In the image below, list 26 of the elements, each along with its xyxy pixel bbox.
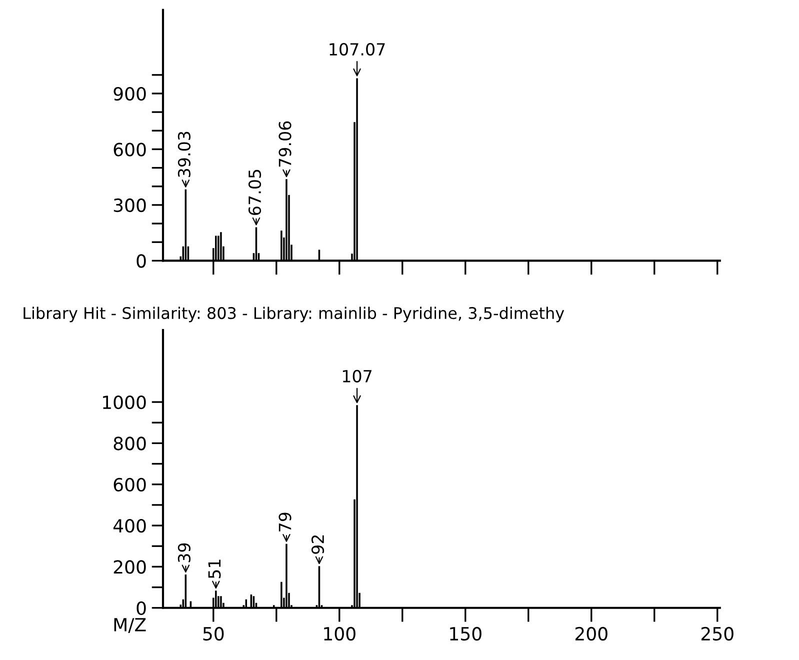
annotation: 92: [311, 535, 324, 554]
annotation: 79.06: [278, 121, 292, 167]
y-tick-label: 900: [114, 86, 146, 101]
annotation: 39.03: [178, 132, 191, 177]
x-axis-title: M/Z: [114, 618, 146, 633]
y-tick-label: 0: [136, 254, 146, 268]
annotation: 107: [342, 370, 372, 382]
x-tick-label: 50: [203, 626, 224, 641]
x-tick-label: 200: [575, 626, 608, 641]
x-tick-label: 250: [701, 626, 734, 641]
annotation: 79: [278, 512, 292, 532]
x-tick-label: 150: [450, 626, 482, 641]
annotation: 39: [178, 543, 191, 562]
x-tick-label: 100: [324, 626, 356, 641]
y-tick-label: 200: [114, 560, 146, 574]
y-tick-label: 600: [114, 478, 146, 492]
y-tick-label: 600: [114, 142, 146, 156]
annotation: 67.05: [248, 170, 262, 215]
y-tick-label: 400: [113, 518, 146, 533]
chart-title: Library Hit - Similarity: 803 - Library: mainlib - Pyridine, 3,5-dimethy: [24, 306, 564, 322]
y-tick-label: 300: [114, 198, 146, 212]
y-tick-label: 800: [114, 436, 146, 450]
annotation: 51: [208, 560, 221, 578]
y-tick-label: 1000: [103, 395, 146, 410]
y-tick-label: 0: [136, 601, 146, 615]
annotation: 107.07: [330, 42, 385, 56]
